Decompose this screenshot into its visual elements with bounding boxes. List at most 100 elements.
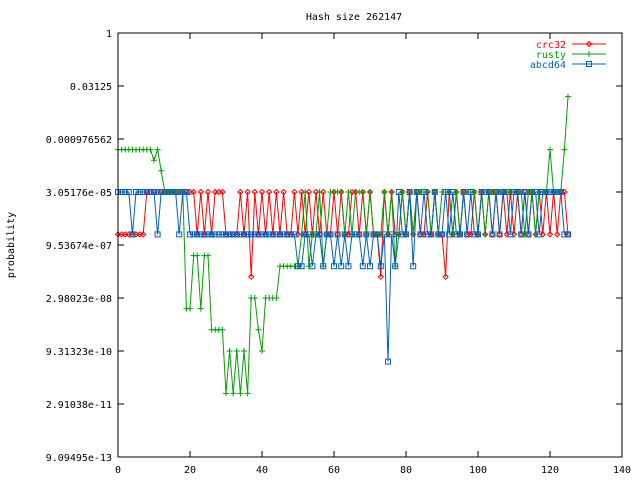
data-point bbox=[385, 358, 391, 365]
data-point bbox=[467, 189, 474, 195]
x-tick-label: 100 bbox=[469, 465, 487, 476]
data-point bbox=[280, 188, 287, 196]
data-point bbox=[518, 189, 525, 195]
data-point bbox=[323, 231, 330, 238]
legend-label: crc32 bbox=[536, 40, 566, 51]
data-point bbox=[165, 189, 172, 195]
data-point bbox=[345, 231, 352, 238]
y-tick-label: 2.91038e-11 bbox=[46, 400, 112, 411]
data-point bbox=[219, 231, 226, 238]
series-abcd64 bbox=[115, 189, 571, 365]
data-point bbox=[363, 231, 370, 238]
data-point bbox=[561, 146, 568, 153]
data-point bbox=[496, 231, 503, 238]
y-tick-label: 9.53674e-07 bbox=[46, 241, 112, 252]
data-point bbox=[553, 231, 561, 238]
axis-ticks: 1 0.03125 0.000976562 3.05176e-05 9.53674e-0… bbox=[46, 29, 631, 476]
data-point bbox=[442, 189, 449, 195]
data-point bbox=[147, 189, 154, 195]
data-point bbox=[543, 189, 550, 195]
data-point bbox=[442, 273, 449, 281]
data-point bbox=[158, 189, 165, 195]
data-point bbox=[510, 231, 518, 238]
chart-title: Hash size 262147 bbox=[306, 12, 402, 23]
data-point bbox=[586, 51, 592, 57]
data-point bbox=[230, 231, 237, 238]
data-point bbox=[585, 40, 593, 48]
data-point bbox=[539, 189, 546, 195]
data-point bbox=[183, 189, 190, 195]
data-point bbox=[287, 231, 294, 238]
data-point bbox=[125, 189, 132, 195]
y-tick-label: 2.98023e-08 bbox=[46, 294, 112, 305]
data-point bbox=[230, 390, 237, 397]
data-point bbox=[435, 231, 442, 238]
data-point bbox=[377, 263, 384, 270]
legend-entry: rusty bbox=[536, 50, 606, 61]
y-tick-label: 0.03125 bbox=[70, 82, 112, 93]
data-point bbox=[176, 231, 183, 238]
data-point bbox=[478, 189, 485, 195]
data-point bbox=[255, 326, 262, 333]
data-point bbox=[251, 295, 258, 301]
data-point bbox=[298, 231, 305, 238]
data-point bbox=[316, 231, 323, 238]
data-point bbox=[313, 231, 319, 238]
data-point bbox=[388, 231, 395, 238]
data-point bbox=[536, 231, 543, 238]
data-point bbox=[316, 189, 323, 195]
data-point bbox=[147, 146, 154, 153]
data-point bbox=[233, 231, 240, 238]
data-point bbox=[334, 231, 341, 238]
data-point bbox=[219, 188, 226, 196]
data-point bbox=[338, 189, 345, 195]
data-point bbox=[169, 189, 175, 195]
data-point bbox=[493, 189, 499, 195]
data-point bbox=[500, 189, 507, 195]
data-point bbox=[190, 231, 197, 238]
data-point bbox=[557, 189, 564, 195]
data-point bbox=[244, 390, 251, 397]
data-point bbox=[208, 231, 215, 238]
data-point bbox=[201, 231, 208, 238]
data-point bbox=[129, 231, 136, 238]
data-point bbox=[471, 189, 478, 195]
x-tick-label: 40 bbox=[256, 465, 268, 476]
data-point bbox=[489, 231, 496, 238]
data-point bbox=[550, 189, 557, 195]
data-point bbox=[554, 189, 561, 195]
data-point bbox=[244, 231, 251, 238]
data-point bbox=[381, 231, 388, 238]
data-point bbox=[158, 167, 165, 174]
data-point bbox=[356, 231, 363, 238]
data-point bbox=[294, 231, 302, 238]
x-tick-label: 60 bbox=[328, 465, 340, 476]
data-point bbox=[233, 348, 240, 354]
data-point bbox=[223, 231, 229, 238]
data-point bbox=[223, 390, 229, 397]
data-point bbox=[539, 231, 547, 238]
data-point bbox=[194, 231, 201, 238]
series-rusty bbox=[115, 93, 571, 397]
series-line bbox=[118, 96, 569, 394]
data-point bbox=[424, 231, 431, 238]
data-point bbox=[302, 231, 309, 238]
data-point bbox=[352, 231, 359, 238]
data-point bbox=[320, 263, 327, 270]
data-point bbox=[377, 231, 384, 238]
data-point bbox=[226, 231, 233, 238]
data-point bbox=[302, 189, 309, 195]
x-tick-label: 140 bbox=[613, 465, 631, 476]
data-point bbox=[259, 231, 265, 238]
data-point bbox=[431, 189, 438, 195]
legend-label: rusty bbox=[536, 50, 566, 61]
y-tick-label: 0.000976562 bbox=[46, 135, 112, 146]
data-point bbox=[359, 189, 366, 195]
data-point bbox=[367, 189, 373, 195]
series-layer bbox=[114, 93, 572, 397]
data-point bbox=[403, 231, 409, 238]
data-point bbox=[262, 231, 269, 238]
data-point bbox=[467, 231, 475, 238]
